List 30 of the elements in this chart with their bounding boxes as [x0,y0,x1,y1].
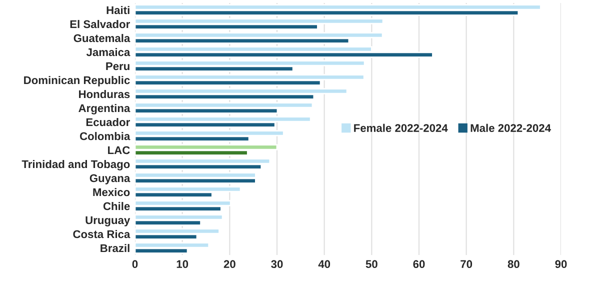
y-tick-label: LAC [108,146,130,154]
x-tick-label: 70 [460,260,472,268]
y-tick-label: Honduras [79,90,130,98]
y-tick-label: Haiti [106,6,130,14]
x-tick-label: 20 [224,260,236,268]
y-tick-label: Colombia [80,132,130,140]
y-tick-label: El Salvador [70,20,130,28]
y-tick-label: Guatemala [74,34,130,42]
y-tick-label: Chile [103,202,130,210]
x-tick-label: 40 [318,260,330,268]
x-tick-label: 0 [132,260,138,268]
x-tick-label: 50 [366,260,378,268]
y-tick-label: Jamaica [86,48,130,56]
y-tick-label: Brazil [100,244,130,252]
y-tick-label: Dominican Republic [24,76,130,86]
y-tick-label: Mexico [93,188,130,196]
y-tick-label: Costa Rica [73,230,130,238]
x-tick-label: 10 [176,260,188,268]
legend-label: Male 2022-2024 [470,124,551,132]
y-tick-label: Trinidad and Tobago [22,160,130,170]
y-tick-label: Peru [106,62,130,70]
legend-label: Female 2022-2024 [354,124,448,132]
x-tick-label: 80 [508,260,520,268]
x-tick-label: 60 [413,260,425,268]
x-tick-label: 30 [271,260,283,268]
y-tick-label: Uruguay [86,216,130,226]
x-tick-label: 90 [555,260,567,268]
y-tick-label: Argentina [78,104,130,114]
y-tick-label: Ecuador [86,118,130,126]
y-tick-label: Guyana [90,174,130,184]
